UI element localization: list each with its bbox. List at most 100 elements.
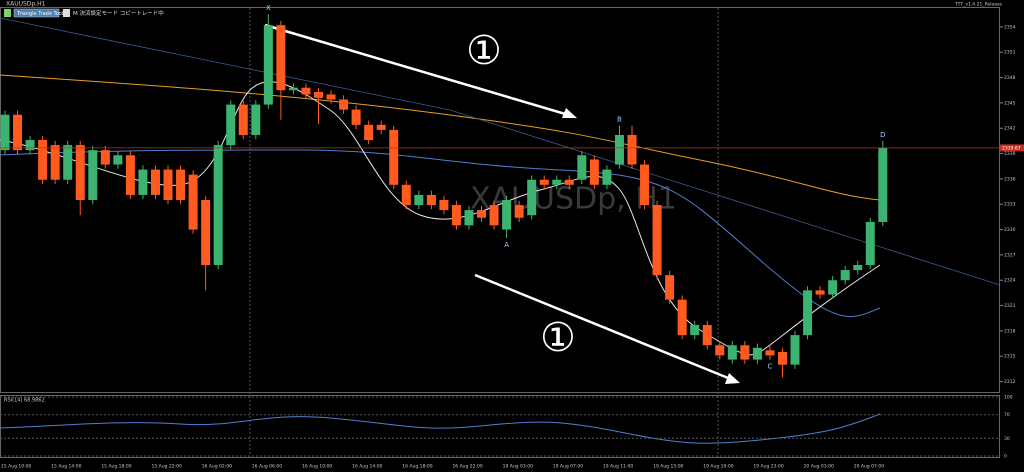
candle-body xyxy=(815,290,825,295)
candle-body xyxy=(840,270,850,281)
candle-body xyxy=(502,200,512,230)
rsi-tick-label: 100 xyxy=(1004,395,1013,401)
y-tick-label: 2351 xyxy=(1004,50,1016,56)
arrowhead xyxy=(725,373,740,384)
mode-label: M 決済設定モード コピートレード中 xyxy=(73,9,164,17)
y-tick-label: 2339 xyxy=(1004,151,1016,157)
x-tick-label: 15 Aug 10:00 xyxy=(1,464,31,470)
candle-body xyxy=(339,99,349,110)
y-tick-label: 2342 xyxy=(1004,126,1016,132)
x-tick-label: 16 Aug 22:00 xyxy=(452,464,482,470)
symbol-label: XAUUSDp,H1 xyxy=(6,1,46,8)
candle-body xyxy=(853,265,863,271)
y-tick-label: 2315 xyxy=(1004,354,1016,360)
annotation: ① xyxy=(540,315,576,361)
x-tick-label: 16 Aug 06:00 xyxy=(252,464,282,470)
x-tick-label: 20 Aug 03:00 xyxy=(804,464,834,470)
candle-body xyxy=(326,94,336,100)
y-tick-label: 2330 xyxy=(1004,227,1016,233)
candle-body xyxy=(439,200,449,211)
candle-body xyxy=(589,159,599,185)
pattern-label: A xyxy=(504,241,509,249)
candle-body xyxy=(251,104,261,135)
y-tick-label: 2348 xyxy=(1004,75,1016,81)
candle-body xyxy=(715,345,725,356)
candle-body xyxy=(790,335,800,365)
candle-body xyxy=(226,104,236,146)
pattern-label: B xyxy=(617,116,622,124)
candle-body xyxy=(401,184,411,206)
tool-button[interactable] xyxy=(13,8,60,18)
candle-body xyxy=(640,164,650,206)
candle-body xyxy=(665,275,675,300)
candle-body xyxy=(88,150,98,200)
pattern-label: X xyxy=(266,4,271,12)
x-tick-label: 19 Aug 19:00 xyxy=(703,464,733,470)
x-tick-label: 19 Aug 03:00 xyxy=(503,464,533,470)
x-tick-label: 16 Aug 14:00 xyxy=(352,464,382,470)
version-label: TTT_v1.4.21_Release xyxy=(954,2,1002,8)
candle-body xyxy=(25,140,35,151)
candle-body xyxy=(740,345,750,360)
candle-body xyxy=(414,194,424,206)
candle-body xyxy=(803,290,813,336)
x-tick-label: 16 Aug 10:00 xyxy=(302,464,332,470)
arrow xyxy=(264,23,573,118)
x-tick-label: 19 Aug 15:00 xyxy=(653,464,683,470)
mode-icon[interactable] xyxy=(63,9,70,17)
candle-body xyxy=(577,155,587,180)
toggle-icon[interactable] xyxy=(4,9,11,17)
candle-body xyxy=(314,91,323,98)
y-tick-label: 2318 xyxy=(1004,328,1016,334)
candle-body xyxy=(138,169,148,195)
candle-body xyxy=(213,145,223,266)
main-frame xyxy=(0,7,1000,393)
candle-body xyxy=(614,134,624,165)
x-tick-label: 20 Aug 07:00 xyxy=(854,464,884,470)
candle-body xyxy=(351,109,361,125)
candle-body xyxy=(765,350,775,356)
candle-body xyxy=(263,25,273,105)
arrow xyxy=(474,273,734,382)
tool-button-label[interactable]: Triangle Trade Tool xyxy=(16,11,63,17)
candle-body xyxy=(376,124,386,130)
candle-body xyxy=(113,155,123,165)
candle-body xyxy=(125,155,135,195)
x-tick-label: 19 Aug 23:00 xyxy=(753,464,783,470)
moving-average xyxy=(0,74,881,201)
candle-body xyxy=(176,169,186,200)
candle-body xyxy=(514,205,524,218)
candle-body xyxy=(539,179,549,185)
pattern-label: D xyxy=(880,131,885,139)
candle-body xyxy=(777,352,787,365)
candle-body xyxy=(426,194,436,206)
candle-body xyxy=(464,210,474,226)
candle-body xyxy=(75,145,85,200)
candle-body xyxy=(702,324,712,346)
y-tick-label: 2321 xyxy=(1004,303,1016,309)
rsi-line xyxy=(0,413,881,444)
candle-body xyxy=(188,174,198,230)
rsi-tick-label: 30 xyxy=(1004,436,1010,442)
x-tick-label: 19 Aug 11:00 xyxy=(603,464,633,470)
candle-body xyxy=(150,169,160,195)
candle-body xyxy=(13,114,23,151)
y-tick-label: 2354 xyxy=(1004,24,1016,30)
x-tick-label: 16 Aug 02:00 xyxy=(202,464,232,470)
last-price-label: 2339.67 xyxy=(1002,145,1021,151)
candle-body xyxy=(389,129,399,185)
candle-body xyxy=(50,145,60,180)
x-tick-label: 15 Aug 18:00 xyxy=(101,464,131,470)
x-tick-label: 19 Aug 07:00 xyxy=(553,464,583,470)
candle-body xyxy=(564,179,574,185)
arrowhead xyxy=(562,108,577,118)
candle-body xyxy=(690,324,700,336)
candle-body xyxy=(677,299,687,336)
candle-body xyxy=(38,140,48,180)
candle-body xyxy=(865,221,875,266)
x-tick-label: 15 Aug 14:00 xyxy=(51,464,81,470)
y-tick-label: 2345 xyxy=(1004,100,1016,106)
rsi-title: RSI(14) 68.9862 xyxy=(4,398,45,404)
candle-body xyxy=(828,280,838,295)
pattern-label: C xyxy=(767,363,772,371)
